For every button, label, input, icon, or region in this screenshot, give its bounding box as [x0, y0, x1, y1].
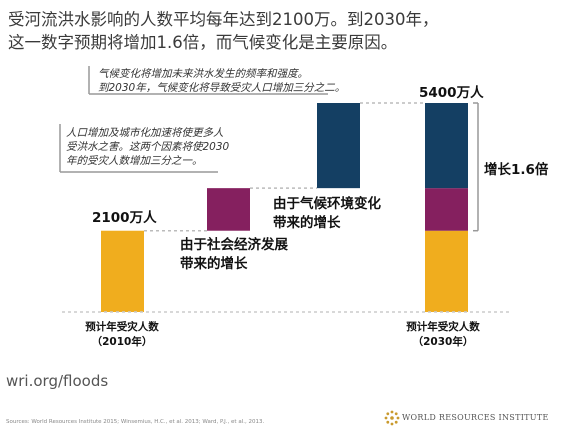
title-line-1: 受河流洪水影响的人数平均每年达到2100万。到2030年，	[8, 10, 439, 29]
note-climate-line-2: 到2030年，气候变化将导致受灾人口增加三分之二。	[98, 82, 346, 94]
note-socio-line-1: 人口增加及城市化加速将使更多人	[66, 127, 224, 139]
bar-2030-bar-climate-increase	[425, 103, 468, 189]
x-label-2030-line-2: （2030年）	[412, 336, 474, 348]
x-label-2010: 预计年受灾人数 （2010年）	[68, 320, 176, 350]
label-climate-line-2: 带来的增长	[273, 215, 341, 231]
bar-2010-base	[101, 230, 144, 312]
label-increase: 增长1.6倍	[484, 162, 549, 178]
note-socio-line-3: 年的受灾人数增加三分之一。	[66, 155, 203, 167]
bar-2030-bar-socioeconomic-increase	[425, 188, 468, 231]
x-label-2030-line-1: 预计年受灾人数	[406, 321, 480, 333]
bar-2030-bar-2010-base	[425, 230, 468, 312]
bar-climate-increase	[317, 103, 360, 189]
label-socio-line-2: 带来的增长	[180, 256, 248, 272]
footer-url[interactable]: wri.org/floods	[6, 372, 109, 390]
label-socioeconomic: 由于社会经济发展 带来的增长	[180, 236, 288, 274]
note-socioeconomic: 人口增加及城市化加速将使更多人 受洪水之害。这两个因素将使2030 年的受灾人数…	[66, 126, 229, 168]
label-socio-line-1: 由于社会经济发展	[180, 237, 288, 253]
note-climate-line-1: 气候变化将增加未来洪水发生的频率和强度。	[98, 68, 308, 80]
data-label-2030: 5400万人	[419, 85, 484, 101]
footer-sources: Sources: World Resources Institute 2015;…	[6, 419, 265, 425]
bar-socioeconomic-increase	[207, 188, 250, 231]
note-climate: 气候变化将增加未来洪水发生的频率和强度。 到2030年，气候变化将导致受灾人口增…	[98, 67, 345, 95]
x-label-2010-line-1: 预计年受灾人数	[85, 321, 159, 333]
title-line-2: 这一数字预期将增加1.6倍，而气候变化是主要原因。	[8, 33, 398, 52]
chart-title: 受河流洪水影响的人数平均每年达到2100万。到2030年， 这一数字预期将增加1…	[8, 8, 573, 54]
label-climate: 由于气候环境变化 带来的增长	[273, 195, 381, 233]
wri-logo-icon	[384, 410, 400, 426]
data-label-2010: 2100万人	[92, 210, 157, 226]
note-socio-line-2: 受洪水之害。这两个因素将使2030	[66, 141, 230, 153]
x-label-2010-line-2: （2010年）	[91, 336, 153, 348]
label-climate-line-1: 由于气候环境变化	[273, 196, 381, 212]
x-label-2030: 预计年受灾人数 （2030年）	[389, 320, 497, 350]
wri-wordmark: WORLD RESOURCES INSTITUTE	[402, 413, 549, 422]
